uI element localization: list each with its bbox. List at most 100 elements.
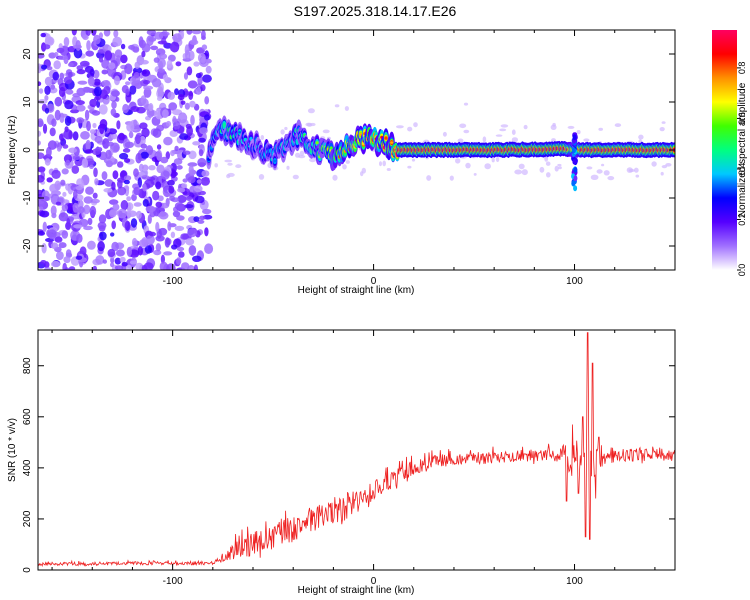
- noise-blob: [97, 241, 105, 252]
- noise-blob: [140, 168, 149, 178]
- noise-blob: [87, 217, 93, 226]
- noise-blob: [65, 89, 74, 95]
- noise-blob: [199, 215, 206, 220]
- faint-blob: [633, 167, 639, 173]
- noise-blob: [162, 74, 169, 81]
- noise-blob: [126, 246, 132, 257]
- noise-blob: [162, 109, 169, 118]
- noise-blob: [167, 221, 172, 232]
- spectrogram-x-ticks: -100 0 100: [51, 30, 656, 287]
- y-tick-label: 0: [22, 147, 33, 153]
- noise-blob: [163, 136, 173, 146]
- track-cell: [238, 131, 242, 134]
- noise-blob: [46, 177, 53, 183]
- noise-blob: [172, 210, 181, 218]
- colorbar-tick-label: 0.2: [737, 213, 747, 226]
- faint-blob: [322, 129, 330, 134]
- noise-blob: [114, 265, 124, 270]
- smear-cell: [573, 175, 578, 182]
- noise-blob: [181, 183, 188, 189]
- y-tick-label: 800: [22, 357, 33, 374]
- noise-blob: [38, 118, 44, 128]
- noise-blob: [142, 199, 149, 207]
- noise-blob: [139, 135, 146, 146]
- faint-blob: [545, 161, 551, 166]
- noise-blob: [175, 257, 182, 265]
- noise-blob: [107, 248, 116, 258]
- noise-blob: [44, 107, 50, 114]
- noise-blob: [189, 39, 199, 45]
- faint-blob: [345, 160, 350, 164]
- snr-background: [38, 330, 675, 570]
- faint-blob: [260, 135, 265, 140]
- noise-blob: [85, 139, 91, 151]
- colorbar-tick-label: 0.8: [737, 62, 747, 75]
- noise-blob: [72, 93, 81, 98]
- noise-blob: [124, 141, 134, 148]
- noise-blob: [140, 143, 147, 149]
- faint-blob: [227, 172, 235, 177]
- noise-blob: [125, 88, 130, 96]
- noise-blob: [111, 101, 117, 109]
- noise-blob: [182, 178, 188, 183]
- noise-blob: [105, 149, 112, 160]
- x-tick-label: 0: [371, 576, 377, 587]
- noise-blob: [137, 245, 143, 256]
- y-tick-label: 10: [22, 96, 33, 108]
- noise-blob: [76, 117, 85, 124]
- noise-blob: [167, 91, 175, 100]
- noise-blob: [38, 231, 46, 236]
- noise-blob: [128, 131, 134, 139]
- noise-blob: [166, 59, 173, 69]
- noise-blob: [94, 178, 99, 186]
- noise-blob: [170, 150, 175, 157]
- noise-blob: [66, 217, 71, 229]
- noise-blob: [101, 171, 108, 181]
- noise-blob: [98, 104, 108, 115]
- noise-blob: [92, 265, 97, 270]
- faint-blob: [500, 124, 509, 128]
- faint-blob: [463, 102, 469, 106]
- faint-blob: [551, 138, 556, 142]
- noise-blob: [185, 238, 195, 246]
- faint-blob: [638, 134, 644, 140]
- smear-cell: [571, 180, 576, 186]
- noise-blob: [65, 249, 72, 258]
- noise-blob: [186, 30, 193, 35]
- noise-blob: [169, 130, 178, 137]
- noise-blob: [73, 224, 83, 229]
- track-cell: [384, 136, 388, 140]
- noise-blob: [97, 221, 107, 230]
- noise-blob: [53, 60, 61, 70]
- noise-blob: [46, 66, 53, 71]
- noise-blob: [178, 112, 188, 124]
- noise-blob: [38, 130, 42, 137]
- snr-panel: -100 0 100 0 200 400 600 800 Height of straigh…: [7, 329, 676, 596]
- spectrogram-x-label: Height of straight line (km): [298, 285, 415, 296]
- noise-blob: [138, 239, 149, 248]
- faint-blob: [224, 159, 233, 163]
- noise-blob: [102, 259, 108, 264]
- faint-blob: [523, 124, 528, 130]
- noise-blob: [93, 34, 101, 45]
- faint-blob: [463, 129, 470, 134]
- noise-blob: [112, 203, 120, 211]
- noise-blob: [50, 205, 57, 216]
- noise-blob: [58, 86, 66, 98]
- noise-blob: [54, 109, 61, 121]
- noise-blob: [184, 102, 190, 110]
- faint-blob: [659, 127, 665, 132]
- spectrogram-signal-track: [205, 115, 675, 192]
- noise-blob: [158, 227, 168, 236]
- faint-blob: [586, 166, 593, 170]
- noise-blob: [142, 98, 149, 108]
- noise-blob: [157, 96, 163, 101]
- noise-blob: [38, 175, 45, 183]
- noise-blob: [86, 40, 91, 51]
- faint-blob: [544, 156, 549, 162]
- noise-blob: [183, 150, 191, 155]
- noise-blob: [141, 264, 148, 270]
- noise-blob: [79, 260, 84, 268]
- noise-blob: [84, 109, 90, 121]
- noise-blob: [110, 108, 117, 117]
